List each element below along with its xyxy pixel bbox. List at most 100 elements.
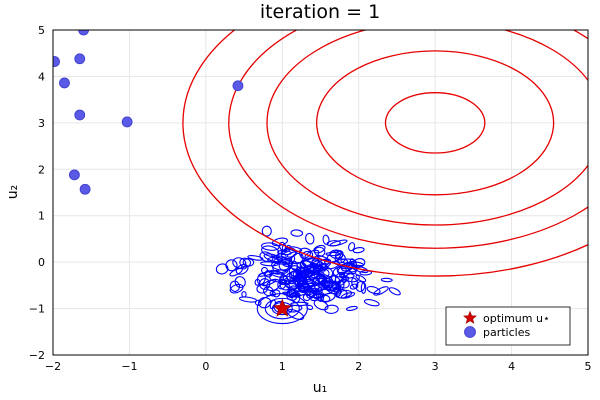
noise-contour xyxy=(292,270,310,280)
legend-label-optimum: optimum u⋆ xyxy=(483,312,550,325)
x-tick-label: 0 xyxy=(202,360,209,373)
objective-contour-0 xyxy=(384,92,486,154)
noise-contour xyxy=(340,261,354,272)
grid xyxy=(52,29,589,356)
noise-contour xyxy=(299,285,305,294)
y-tick-label: 2 xyxy=(38,163,45,176)
noise-contour xyxy=(355,274,367,283)
legend-particle-marker xyxy=(464,326,476,338)
noise-contour xyxy=(305,232,315,245)
noise-contour xyxy=(296,279,308,287)
legend-label-particles: particles xyxy=(483,326,530,339)
optimum-star xyxy=(272,298,292,317)
noise-contour xyxy=(340,291,356,299)
noise-contour xyxy=(271,237,289,247)
particle-point xyxy=(121,116,133,128)
noise-contour xyxy=(278,279,290,285)
noise-contour xyxy=(352,246,365,254)
noise-contour xyxy=(289,276,301,283)
x-tick-label: 4 xyxy=(508,360,515,373)
particle-point xyxy=(74,53,86,65)
particle-point xyxy=(69,169,80,181)
objective-contour-4 xyxy=(182,30,588,277)
noise-contour xyxy=(225,259,238,272)
noise-contour xyxy=(290,229,304,237)
plot-frame xyxy=(52,29,589,356)
legend-box xyxy=(445,306,571,346)
noise-contour xyxy=(324,304,339,314)
noise-contour xyxy=(269,290,276,297)
noise-contour xyxy=(373,286,389,296)
noise-contour-ring-2 xyxy=(256,293,308,325)
particle-point xyxy=(59,77,70,89)
x-tick-label: 1 xyxy=(279,360,286,373)
noise-contour xyxy=(256,284,269,294)
noise-contour xyxy=(332,266,350,278)
particles-series xyxy=(53,30,244,195)
noise-contour xyxy=(349,283,358,290)
objective-contours xyxy=(182,30,588,277)
noise-contour xyxy=(296,279,315,285)
noise-contour xyxy=(339,271,346,279)
noise-contour xyxy=(326,240,341,247)
objective-contour-1 xyxy=(316,50,555,196)
noise-contour xyxy=(295,270,304,278)
noise-contour xyxy=(281,244,288,253)
objective-contour-2 xyxy=(266,30,588,226)
noise-contour xyxy=(322,234,330,245)
noise-contour xyxy=(310,293,322,302)
optimum-series xyxy=(272,298,292,317)
y-tick-label: 1 xyxy=(38,210,45,223)
noise-contour xyxy=(360,282,367,294)
legend-star-shape xyxy=(463,310,477,324)
noise-contour xyxy=(261,245,280,257)
noise-contour xyxy=(238,296,258,303)
noise-contour xyxy=(283,260,291,266)
particle-point xyxy=(53,56,60,67)
noise-contour xyxy=(340,272,355,279)
noise-contour xyxy=(321,292,336,303)
x-tick-label: 5 xyxy=(585,360,592,373)
noise-contour xyxy=(313,244,326,254)
noise-contour xyxy=(269,272,285,283)
noise-contour xyxy=(289,290,308,297)
noise-contour xyxy=(261,266,269,274)
y-tick-label: 0 xyxy=(38,256,45,269)
x-tick-label: 2 xyxy=(355,360,362,373)
noise-contour xyxy=(316,292,325,302)
noise-contour xyxy=(334,253,346,264)
y-tick-label: 5 xyxy=(38,24,45,37)
noise-contour xyxy=(320,281,333,289)
noise-contour xyxy=(289,262,307,270)
chart-title: iteration = 1 xyxy=(260,1,380,23)
particle-point xyxy=(232,80,244,92)
noise-contour xyxy=(290,252,304,265)
noise-contour xyxy=(247,255,264,261)
noise-contour xyxy=(286,304,303,313)
x-tick-label: 3 xyxy=(432,360,439,373)
noise-contour xyxy=(234,276,246,288)
tick-labels: −2 −1 0 1 2 3 4 5 −2 −1 0 1 2 3 4 5 xyxy=(29,24,592,373)
y-tick-label: −1 xyxy=(29,303,45,316)
noise-contour xyxy=(229,280,241,292)
noise-contour xyxy=(348,242,356,252)
noise-contour xyxy=(261,225,272,237)
particle-point xyxy=(78,30,89,36)
noise-contour xyxy=(260,242,280,251)
noise-contour xyxy=(241,291,247,298)
noise-contour xyxy=(279,274,288,284)
noise-contour xyxy=(242,258,255,267)
x-axis-label: u₁ xyxy=(313,380,328,396)
noise-contour xyxy=(286,251,298,258)
noise-contour xyxy=(345,305,358,311)
noise-contour xyxy=(272,255,287,261)
noise-contour xyxy=(388,287,401,296)
x-tick-label: −2 xyxy=(45,360,61,373)
objective-contour-3 xyxy=(228,30,588,249)
noise-contour xyxy=(363,299,380,307)
noise-contour xyxy=(366,286,381,295)
noise-contour xyxy=(268,269,286,278)
noise-contour xyxy=(279,281,291,291)
noise-contour xyxy=(304,286,311,297)
